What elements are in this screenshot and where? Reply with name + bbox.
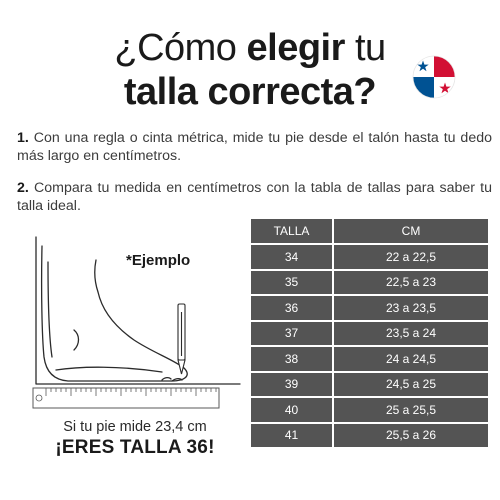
step-2: 2. Compara tu medida en centímetros con … bbox=[17, 179, 492, 215]
cell-talla: 35 bbox=[251, 270, 332, 294]
table-header-row: TALLA CM bbox=[251, 219, 488, 243]
cell-cm: 24,5 a 25 bbox=[334, 372, 488, 396]
step-1-text: Con una regla o cinta métrica, mide tu p… bbox=[17, 130, 492, 164]
cell-cm: 22,5 a 23 bbox=[334, 270, 488, 294]
step-1-number: 1. bbox=[17, 130, 29, 146]
table-row: 36 23 a 23,5 bbox=[251, 296, 488, 320]
table-row: 38 24 a 24,5 bbox=[251, 347, 488, 371]
cell-talla: 39 bbox=[251, 372, 332, 396]
table-row: 35 22,5 a 23 bbox=[251, 270, 488, 294]
table-row: 34 22 a 22,5 bbox=[251, 245, 488, 269]
header-cm: CM bbox=[334, 219, 488, 243]
table-row: 37 23,5 a 24 bbox=[251, 321, 488, 345]
title-line-2: talla correcta? bbox=[123, 71, 377, 113]
step-1: 1. Con una regla o cinta métrica, mide t… bbox=[17, 129, 492, 165]
cell-talla: 37 bbox=[251, 321, 332, 345]
table-row: 40 25 a 25,5 bbox=[251, 398, 488, 422]
cell-cm: 24 a 24,5 bbox=[334, 347, 488, 371]
cell-talla: 34 bbox=[251, 245, 332, 269]
step-2-text: Compara tu medida en centímetros con la … bbox=[17, 180, 492, 214]
step-2-number: 2. bbox=[17, 180, 29, 196]
foot-measuring-illustration bbox=[32, 236, 241, 409]
header-talla: TALLA bbox=[251, 219, 332, 243]
cell-talla: 38 bbox=[251, 347, 332, 371]
example-caption: Si tu pie mide 23,4 cm bbox=[63, 419, 207, 435]
cell-talla: 40 bbox=[251, 398, 332, 422]
cell-cm: 23 a 23,5 bbox=[334, 296, 488, 320]
example-result: ¡ERES TALLA 36! bbox=[55, 437, 215, 458]
cell-talla: 41 bbox=[251, 423, 332, 447]
title-line-1: ¿Cómo elegir tu bbox=[0, 26, 500, 70]
cell-cm: 22 a 22,5 bbox=[334, 245, 488, 269]
title-part-2: elegir bbox=[246, 27, 346, 69]
title-part-1: ¿Cómo bbox=[114, 27, 247, 69]
panama-flag-icon bbox=[412, 55, 456, 99]
page-title: ¿Cómo elegir tu talla correcta? bbox=[0, 26, 500, 114]
size-table: TALLA CM 34 22 a 22,5 35 22,5 a 23 36 23 a … bbox=[249, 217, 490, 449]
cell-cm: 25 a 25,5 bbox=[334, 398, 488, 422]
table-row: 39 24,5 a 25 bbox=[251, 372, 488, 396]
cell-cm: 25,5 a 26 bbox=[334, 423, 488, 447]
table-row: 41 25,5 a 26 bbox=[251, 423, 488, 447]
cell-cm: 23,5 a 24 bbox=[334, 321, 488, 345]
cell-talla: 36 bbox=[251, 296, 332, 320]
title-part-3: tu bbox=[344, 27, 386, 69]
example-label: *Ejemplo bbox=[126, 252, 191, 269]
